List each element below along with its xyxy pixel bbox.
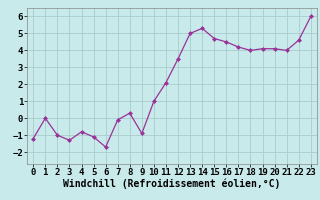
X-axis label: Windchill (Refroidissement éolien,°C): Windchill (Refroidissement éolien,°C) bbox=[63, 179, 281, 189]
